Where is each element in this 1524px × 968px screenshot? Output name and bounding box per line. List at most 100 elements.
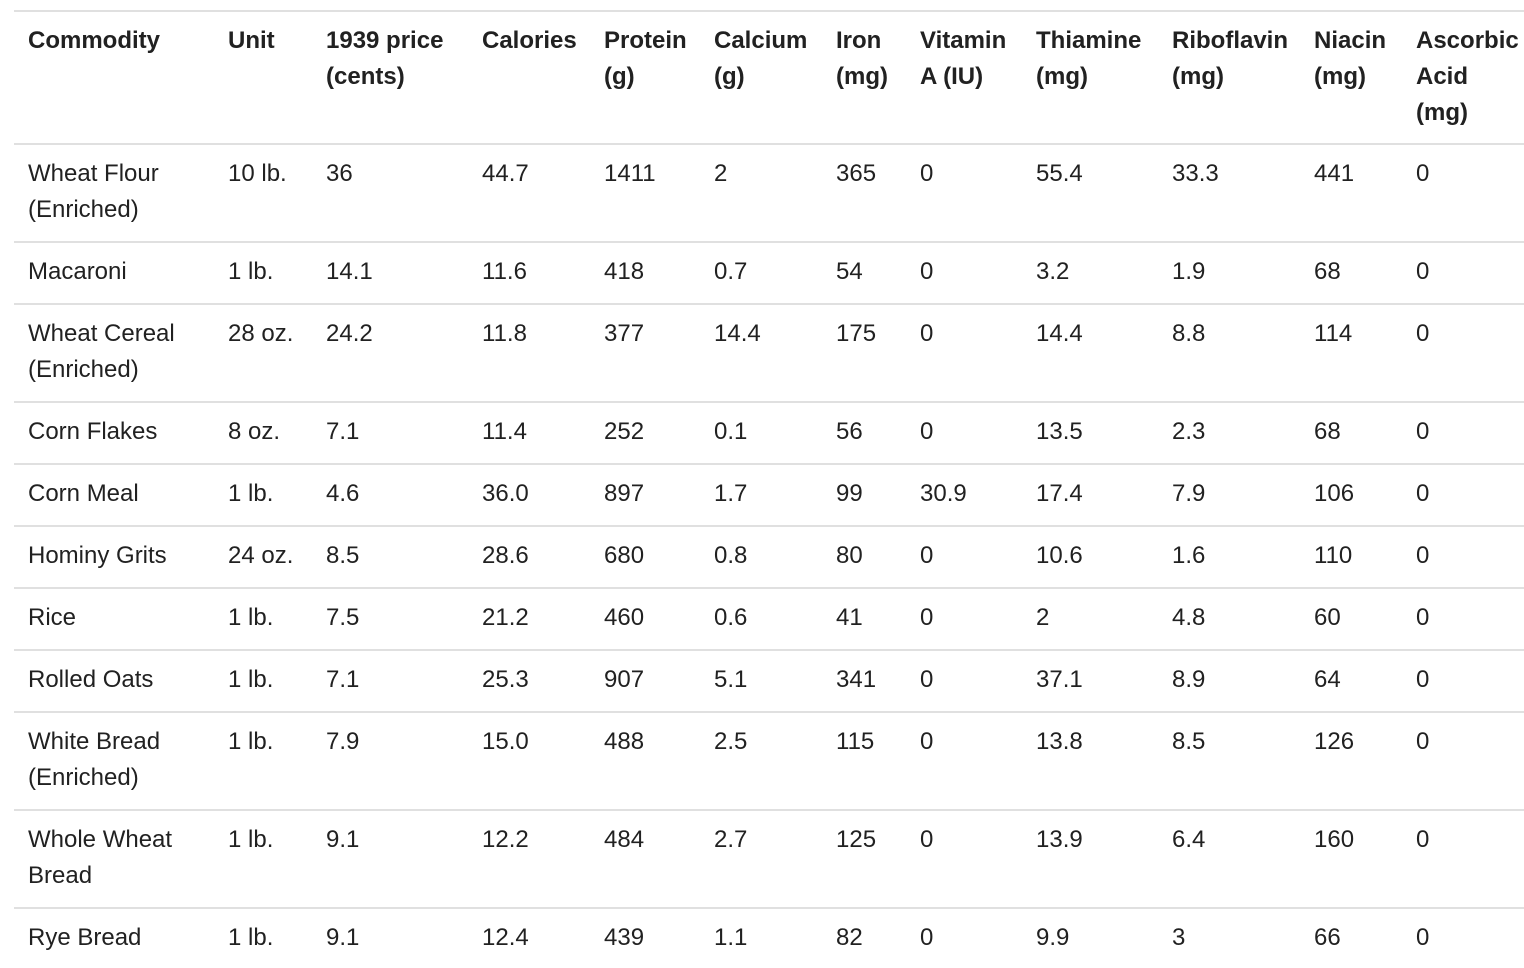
- nutrient-table: Commodity Unit 1939 price (cents) Calorie…: [14, 11, 1524, 968]
- cell-commodity: Corn Flakes: [14, 402, 214, 465]
- cell-unit: 8 oz.: [214, 402, 312, 465]
- cell-calories: 11.6: [468, 242, 590, 305]
- cell-unit: 1 lb.: [214, 908, 312, 968]
- cell-iron: 56: [822, 402, 906, 465]
- cell-niacin: 68: [1300, 242, 1402, 305]
- cell-thiamine: 55.4: [1022, 144, 1158, 243]
- cell-riboflavin: 1.9: [1158, 242, 1300, 305]
- cell-price: 7.1: [312, 650, 468, 713]
- cell-iron: 365: [822, 144, 906, 243]
- cell-riboflavin: 8.9: [1158, 650, 1300, 713]
- cell-calories: 25.3: [468, 650, 590, 713]
- cell-ascorbic-acid: 0: [1402, 464, 1524, 527]
- cell-niacin: 114: [1300, 304, 1402, 403]
- cell-unit: 10 lb.: [214, 144, 312, 243]
- cell-riboflavin: 7.9: [1158, 464, 1300, 527]
- cell-riboflavin: 6.4: [1158, 810, 1300, 909]
- cell-calories: 44.7: [468, 144, 590, 243]
- cell-calcium: 2.5: [700, 712, 822, 811]
- cell-calories: 11.8: [468, 304, 590, 403]
- cell-riboflavin: 8.5: [1158, 712, 1300, 811]
- cell-vitamin-a: 0: [906, 588, 1022, 651]
- cell-riboflavin: 2.3: [1158, 402, 1300, 465]
- table-header: Commodity Unit 1939 price (cents) Calorie…: [14, 11, 1524, 145]
- cell-vitamin-a: 0: [906, 810, 1022, 909]
- cell-thiamine: 13.8: [1022, 712, 1158, 811]
- cell-thiamine: 37.1: [1022, 650, 1158, 713]
- cell-price: 9.1: [312, 908, 468, 968]
- cell-calories: 12.4: [468, 908, 590, 968]
- cell-price: 7.1: [312, 402, 468, 465]
- cell-protein: 1411: [590, 144, 700, 243]
- cell-unit: 1 lb.: [214, 242, 312, 305]
- cell-calcium: 2.7: [700, 810, 822, 909]
- cell-vitamin-a: 30.9: [906, 464, 1022, 527]
- cell-unit: 28 oz.: [214, 304, 312, 403]
- cell-protein: 680: [590, 526, 700, 589]
- column-header-calories: Calories: [468, 11, 590, 145]
- cell-niacin: 160: [1300, 810, 1402, 909]
- cell-niacin: 441: [1300, 144, 1402, 243]
- cell-vitamin-a: 0: [906, 304, 1022, 403]
- cell-unit: 24 oz.: [214, 526, 312, 589]
- cell-ascorbic-acid: 0: [1402, 402, 1524, 465]
- table-row: Corn Meal 1 lb. 4.6 36.0 897 1.7 99 30.9…: [14, 464, 1524, 527]
- cell-iron: 80: [822, 526, 906, 589]
- cell-calcium: 2: [700, 144, 822, 243]
- column-header-calcium: Calcium (g): [700, 11, 822, 145]
- cell-ascorbic-acid: 0: [1402, 526, 1524, 589]
- table-row: Corn Flakes 8 oz. 7.1 11.4 252 0.1 56 0 …: [14, 402, 1524, 465]
- cell-iron: 82: [822, 908, 906, 968]
- cell-ascorbic-acid: 0: [1402, 588, 1524, 651]
- table-row: Rye Bread 1 lb. 9.1 12.4 439 1.1 82 0 9.…: [14, 908, 1524, 968]
- cell-iron: 115: [822, 712, 906, 811]
- cell-niacin: 126: [1300, 712, 1402, 811]
- cell-calcium: 0.7: [700, 242, 822, 305]
- cell-vitamin-a: 0: [906, 402, 1022, 465]
- cell-calcium: 14.4: [700, 304, 822, 403]
- cell-commodity: Wheat Flour (Enriched): [14, 144, 214, 243]
- column-header-unit: Unit: [214, 11, 312, 145]
- cell-calcium: 1.1: [700, 908, 822, 968]
- cell-price: 7.9: [312, 712, 468, 811]
- cell-unit: 1 lb.: [214, 650, 312, 713]
- cell-calories: 15.0: [468, 712, 590, 811]
- cell-protein: 439: [590, 908, 700, 968]
- cell-ascorbic-acid: 0: [1402, 144, 1524, 243]
- cell-ascorbic-acid: 0: [1402, 908, 1524, 968]
- cell-calcium: 1.7: [700, 464, 822, 527]
- column-header-price: 1939 price (cents): [312, 11, 468, 145]
- cell-calories: 12.2: [468, 810, 590, 909]
- cell-calcium: 5.1: [700, 650, 822, 713]
- header-row: Commodity Unit 1939 price (cents) Calorie…: [14, 11, 1524, 145]
- cell-niacin: 60: [1300, 588, 1402, 651]
- cell-iron: 41: [822, 588, 906, 651]
- cell-price: 9.1: [312, 810, 468, 909]
- cell-thiamine: 13.9: [1022, 810, 1158, 909]
- cell-price: 8.5: [312, 526, 468, 589]
- cell-price: 24.2: [312, 304, 468, 403]
- cell-protein: 418: [590, 242, 700, 305]
- table-row: Wheat Flour (Enriched) 10 lb. 36 44.7 14…: [14, 144, 1524, 243]
- cell-vitamin-a: 0: [906, 144, 1022, 243]
- cell-unit: 1 lb.: [214, 588, 312, 651]
- cell-commodity: White Bread (Enriched): [14, 712, 214, 811]
- cell-thiamine: 10.6: [1022, 526, 1158, 589]
- column-header-iron: Iron (mg): [822, 11, 906, 145]
- cell-riboflavin: 33.3: [1158, 144, 1300, 243]
- cell-iron: 341: [822, 650, 906, 713]
- table-row: Rolled Oats 1 lb. 7.1 25.3 907 5.1 341 0…: [14, 650, 1524, 713]
- cell-niacin: 64: [1300, 650, 1402, 713]
- cell-niacin: 106: [1300, 464, 1402, 527]
- column-header-riboflavin: Riboflavin (mg): [1158, 11, 1300, 145]
- cell-commodity: Wheat Cereal (Enriched): [14, 304, 214, 403]
- column-header-vitamin-a: Vitamin A (IU): [906, 11, 1022, 145]
- cell-ascorbic-acid: 0: [1402, 304, 1524, 403]
- cell-vitamin-a: 0: [906, 242, 1022, 305]
- cell-unit: 1 lb.: [214, 712, 312, 811]
- cell-calories: 36.0: [468, 464, 590, 527]
- cell-ascorbic-acid: 0: [1402, 810, 1524, 909]
- cell-protein: 484: [590, 810, 700, 909]
- cell-commodity: Whole Wheat Bread: [14, 810, 214, 909]
